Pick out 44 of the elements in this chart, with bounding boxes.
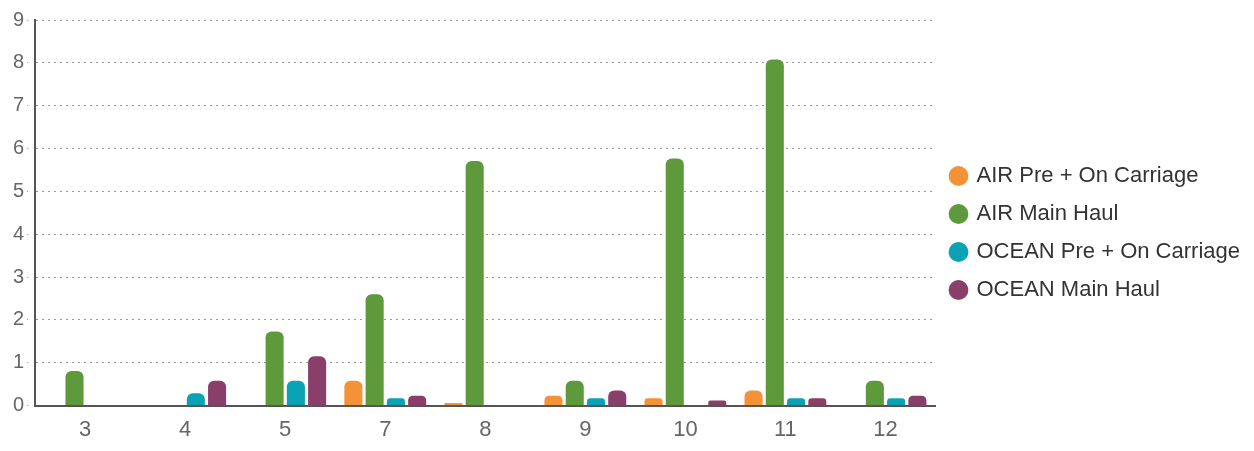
y-tick-label: 1 [13, 350, 25, 373]
y-tick-label: 6 [13, 136, 25, 159]
y-tick-label: 9 [13, 7, 25, 30]
y-tick-label: 2 [13, 307, 25, 330]
bar [808, 398, 827, 406]
x-tick-label: 12 [873, 415, 898, 441]
legend-label: OCEAN Main Haul [976, 276, 1160, 302]
bar [65, 370, 84, 406]
bar [308, 356, 327, 406]
bar [608, 390, 627, 406]
y-tick-label: 5 [13, 178, 25, 201]
bar [787, 398, 806, 406]
x-tick-label: 9 [579, 415, 592, 441]
bar [708, 400, 727, 406]
bar [865, 380, 884, 406]
x-tick-label: 8 [479, 415, 492, 441]
bar [744, 390, 763, 406]
bar [465, 160, 484, 406]
legend-label: AIR Main Haul [976, 200, 1119, 226]
bar [265, 331, 284, 406]
bar [344, 380, 363, 406]
y-tick-label: 0 [13, 393, 25, 416]
legend-label: AIR Pre + On Carriage [976, 162, 1199, 188]
bar [644, 398, 663, 406]
x-tick-label: 7 [379, 415, 392, 441]
bar [565, 380, 584, 406]
bar [286, 380, 305, 406]
y-tick-label: 4 [13, 221, 25, 244]
y-tick-label: 8 [13, 50, 25, 73]
bar [365, 294, 384, 406]
y-tick-label: 3 [13, 264, 25, 287]
bar [665, 158, 684, 406]
bar [765, 59, 784, 406]
bar [386, 398, 405, 406]
x-tick-label: 11 [774, 415, 797, 441]
y-tick-label: 7 [13, 93, 25, 116]
bar [208, 380, 227, 406]
legend-label: OCEAN Pre + On Carriage [976, 238, 1240, 264]
x-tick-label: 10 [673, 415, 698, 441]
x-tick-label: 5 [279, 415, 292, 441]
x-tick-label: 4 [179, 415, 192, 441]
bar [887, 398, 906, 406]
x-tick-label: 3 [79, 415, 92, 441]
bar [586, 398, 606, 406]
